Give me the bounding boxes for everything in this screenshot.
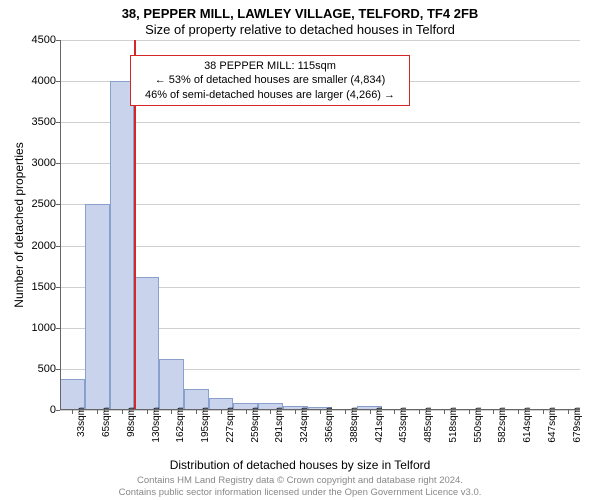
ytick-label: 500 <box>16 363 56 375</box>
annotation-box: 38 PEPPER MILL: 115sqm← 53% of detached … <box>130 55 410 106</box>
title-line-1: 38, PEPPER MILL, LAWLEY VILLAGE, TELFORD… <box>0 6 600 21</box>
bar <box>110 81 135 410</box>
attribution-line-2: Contains public sector information licen… <box>119 487 482 498</box>
xtick-label: 647sqm <box>547 407 558 443</box>
xtick-label: 388sqm <box>349 407 360 443</box>
bar <box>159 359 184 410</box>
x-axis-label: Distribution of detached houses by size … <box>0 458 600 472</box>
xtick-mark <box>122 410 123 414</box>
x-axis-line <box>60 409 580 410</box>
annotation-line-3: 46% of semi-detached houses are larger (… <box>137 88 403 102</box>
ytick-label: 4000 <box>16 75 56 87</box>
xtick-label: 227sqm <box>225 407 236 443</box>
plot-area: 05001000150020002500300035004000450033sq… <box>60 40 580 410</box>
ytick-label: 1000 <box>16 322 56 334</box>
xtick-mark <box>221 410 222 414</box>
xtick-mark <box>493 410 494 414</box>
annotation-line-2: ← 53% of detached houses are smaller (4,… <box>137 73 403 87</box>
xtick-label: 679sqm <box>572 407 583 443</box>
xtick-mark <box>320 410 321 414</box>
ytick-label: 4500 <box>16 34 56 46</box>
ytick-label: 3500 <box>16 116 56 128</box>
grid-line <box>60 204 580 205</box>
xtick-label: 324sqm <box>299 407 310 443</box>
xtick-label: 453sqm <box>398 407 409 443</box>
xtick-mark <box>469 410 470 414</box>
xtick-label: 162sqm <box>175 407 186 443</box>
xtick-mark <box>295 410 296 414</box>
ytick-label: 0 <box>16 404 56 416</box>
bar <box>134 277 159 410</box>
xtick-mark <box>394 410 395 414</box>
xtick-mark <box>246 410 247 414</box>
xtick-label: 485sqm <box>423 407 434 443</box>
ytick-label: 3000 <box>16 157 56 169</box>
xtick-label: 421sqm <box>374 407 385 443</box>
xtick-label: 582sqm <box>497 407 508 443</box>
grid-line <box>60 163 580 164</box>
ytick-mark <box>56 410 60 411</box>
xtick-mark <box>147 410 148 414</box>
annotation-line-1: 38 PEPPER MILL: 115sqm <box>137 59 403 73</box>
xtick-label: 614sqm <box>522 407 533 443</box>
chart-container: 38, PEPPER MILL, LAWLEY VILLAGE, TELFORD… <box>0 0 600 500</box>
xtick-label: 195sqm <box>200 407 211 443</box>
ytick-label: 2500 <box>16 198 56 210</box>
xtick-label: 65sqm <box>101 407 112 437</box>
xtick-mark <box>543 410 544 414</box>
xtick-mark <box>270 410 271 414</box>
xtick-label: 259sqm <box>250 407 261 443</box>
ytick-label: 1500 <box>16 281 56 293</box>
grid-line <box>60 40 580 41</box>
xtick-label: 356sqm <box>324 407 335 443</box>
attribution-text: Contains HM Land Registry data © Crown c… <box>0 475 600 498</box>
xtick-mark <box>568 410 569 414</box>
xtick-label: 130sqm <box>151 407 162 443</box>
xtick-label: 518sqm <box>448 407 459 443</box>
xtick-mark <box>518 410 519 414</box>
xtick-mark <box>419 410 420 414</box>
attribution-line-1: Contains HM Land Registry data © Crown c… <box>137 475 463 486</box>
xtick-mark <box>171 410 172 414</box>
xtick-label: 33sqm <box>76 407 87 437</box>
ytick-label: 2000 <box>16 240 56 252</box>
xtick-mark <box>97 410 98 414</box>
xtick-label: 550sqm <box>473 407 484 443</box>
xtick-mark <box>444 410 445 414</box>
grid-line <box>60 122 580 123</box>
y-axis-line <box>60 40 61 410</box>
xtick-mark <box>196 410 197 414</box>
bar <box>60 379 85 410</box>
xtick-mark <box>345 410 346 414</box>
xtick-label: 98sqm <box>126 407 137 437</box>
xtick-mark <box>72 410 73 414</box>
xtick-mark <box>370 410 371 414</box>
grid-line <box>60 246 580 247</box>
title-line-2: Size of property relative to detached ho… <box>0 22 600 37</box>
xtick-label: 291sqm <box>274 407 285 443</box>
bar <box>85 204 110 410</box>
